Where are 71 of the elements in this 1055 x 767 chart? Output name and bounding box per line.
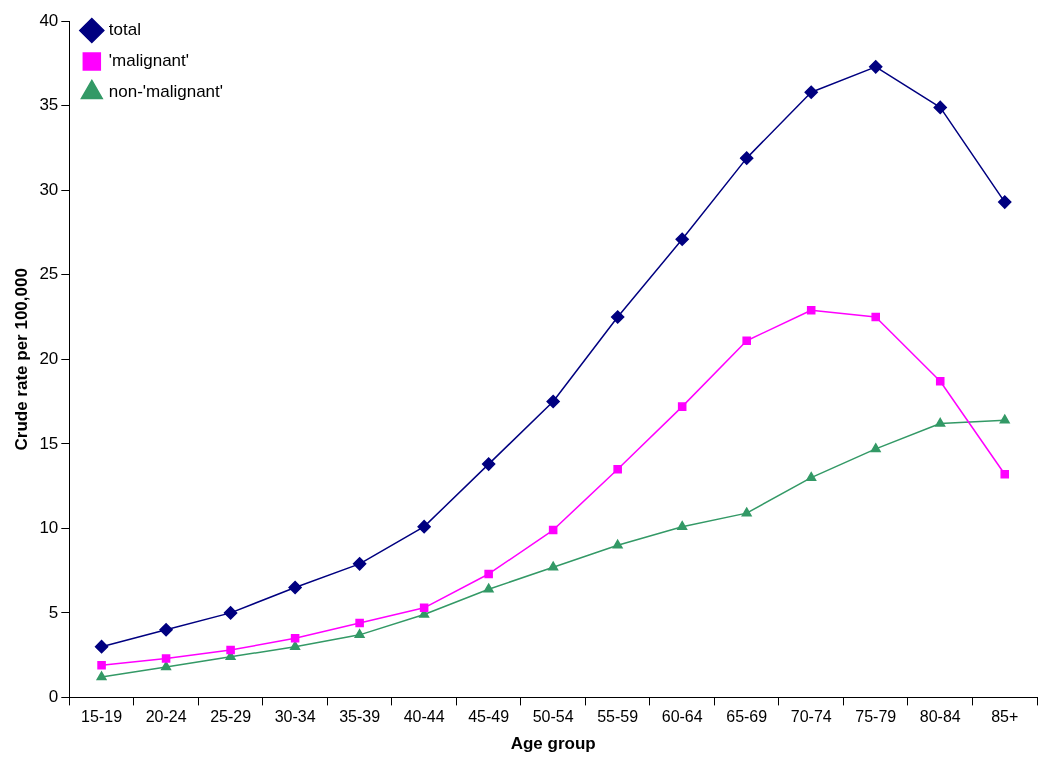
y-tick-label: 5 — [48, 602, 59, 622]
y-tick-label: 0 — [48, 687, 59, 707]
point — [94, 639, 109, 654]
x-tick-label: 70-74 — [790, 708, 832, 726]
point — [997, 195, 1012, 209]
point — [484, 569, 493, 579]
y-tick-label: 30 — [39, 179, 59, 199]
point — [677, 402, 687, 411]
point — [613, 464, 622, 474]
point — [352, 557, 367, 571]
point — [870, 443, 881, 453]
point — [419, 603, 429, 613]
point — [806, 305, 816, 315]
point — [161, 654, 171, 663]
x-tick-label: 20-24 — [145, 708, 187, 726]
point — [161, 661, 172, 671]
y-tick-label: 15 — [39, 433, 59, 453]
x-tick-label: 50-54 — [532, 708, 574, 726]
point — [481, 457, 496, 471]
point — [548, 525, 558, 535]
point — [933, 100, 947, 115]
x-tick-label: 30-34 — [274, 708, 316, 726]
point — [999, 414, 1010, 424]
point — [742, 336, 751, 345]
legend-label: 'malignant' — [108, 51, 190, 71]
point — [159, 623, 173, 637]
y-tick-label: 35 — [39, 95, 59, 115]
point — [1000, 469, 1010, 479]
point — [935, 376, 945, 386]
point — [546, 394, 560, 409]
point — [226, 645, 235, 655]
point — [96, 671, 107, 681]
point — [806, 471, 817, 481]
x-tick-label: 75-79 — [855, 708, 897, 726]
point — [675, 232, 689, 247]
point — [354, 629, 365, 639]
x-tick-label: 15-19 — [81, 708, 123, 726]
point — [741, 507, 752, 517]
x-tick-label: 35-39 — [339, 708, 381, 726]
x-tick-label: 80-84 — [919, 708, 961, 726]
y-tick-label: 25 — [39, 264, 59, 284]
x-tick-label: 25-29 — [210, 708, 252, 726]
point — [677, 520, 688, 530]
point — [612, 539, 623, 549]
point — [290, 633, 300, 643]
x-tick-label: 65-69 — [726, 708, 768, 726]
x-axis-title: Age group — [510, 734, 596, 754]
point — [868, 60, 883, 74]
x-tick-label: 40-44 — [403, 708, 445, 726]
point — [97, 661, 106, 670]
point — [548, 561, 559, 571]
legend-label: total — [108, 20, 141, 40]
point — [417, 519, 431, 534]
y-tick-label: 10 — [39, 518, 59, 538]
point — [288, 580, 302, 595]
x-tick-label: 55-59 — [597, 708, 639, 726]
point — [483, 583, 494, 593]
x-tick-label: 85+ — [991, 708, 1019, 726]
y-tick-label: 20 — [39, 348, 59, 368]
y-tick-label: 40 — [39, 10, 59, 30]
point — [871, 312, 880, 322]
x-tick-label: 45-49 — [468, 708, 510, 726]
point — [355, 618, 364, 628]
point — [804, 85, 818, 99]
y-axis-title: Crude rate per 100,000 — [11, 268, 31, 451]
point — [935, 417, 946, 427]
point — [739, 151, 754, 165]
legend-label: non-'malignant' — [108, 82, 224, 102]
point — [610, 310, 625, 324]
x-tick-label: 60-64 — [661, 708, 703, 726]
point — [223, 606, 238, 620]
